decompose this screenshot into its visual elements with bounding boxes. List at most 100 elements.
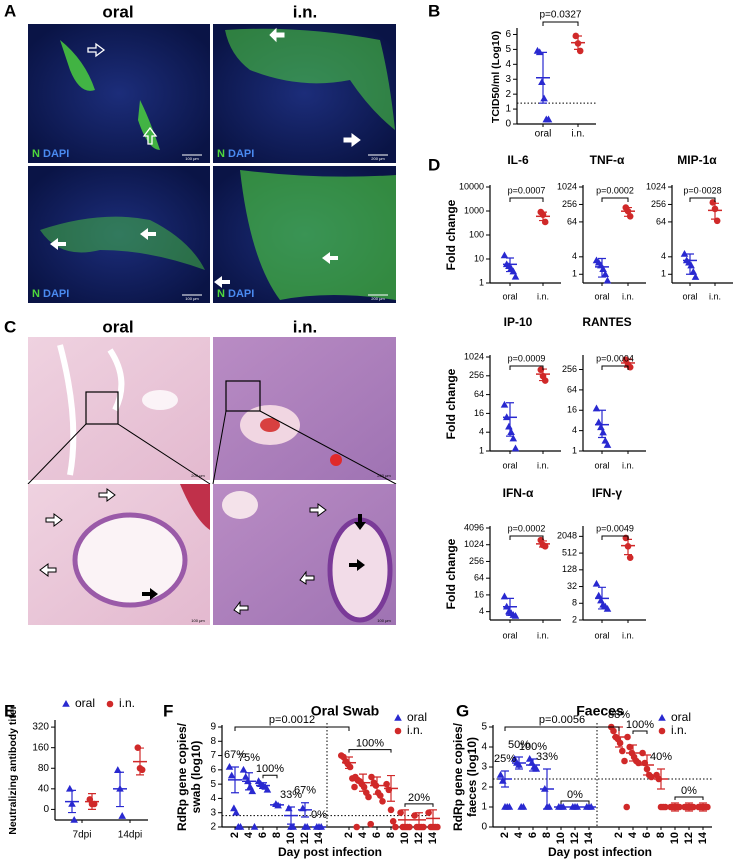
point <box>505 803 514 810</box>
y-axis-label: TCID50/ml (Log10) <box>490 31 502 123</box>
histology-image <box>28 337 210 480</box>
y-tick-label: 7 <box>210 750 216 761</box>
point <box>540 94 548 102</box>
legend-marker <box>658 727 666 735</box>
error-bar <box>88 793 96 811</box>
error-bar <box>245 772 253 791</box>
chart: 2 8 32 128 512 2048 oral i.n. p=0.0049 IFN-γ <box>557 486 646 640</box>
point <box>603 441 612 448</box>
y-tick-label: 1024 <box>464 351 484 361</box>
scale-label: 100 μm <box>185 296 199 301</box>
y-tick-label: 3 <box>481 762 487 773</box>
chart-title: TNF-α <box>590 153 625 167</box>
x-tick-label: oral <box>594 291 609 301</box>
annotation: 67% <box>294 785 316 797</box>
y-axis-label: Fold change <box>444 199 458 270</box>
x-tick-label: 6 <box>371 832 383 838</box>
point <box>507 428 515 435</box>
y-tick-label: 4 <box>479 606 484 616</box>
stain-label-dapi: DAPI <box>228 288 254 300</box>
x-tick-label: 4 <box>243 831 255 838</box>
error-bar <box>373 776 381 795</box>
y-tick-label: 4096 <box>464 522 484 532</box>
y-tick-label: 1 <box>481 802 487 813</box>
annotation-bracket <box>262 774 278 779</box>
point <box>365 793 372 801</box>
x-tick-label: 2 <box>229 832 241 838</box>
comparison-label: p=0.0002 <box>596 185 634 195</box>
histology-image <box>28 484 210 625</box>
point <box>603 604 612 612</box>
annotation: 0% <box>681 785 697 797</box>
y-tick-label: 5 <box>210 779 216 790</box>
comparison-label: p=0.0012 <box>269 714 315 726</box>
comparison-label: p=0.0056 <box>539 714 585 726</box>
x-tick-label: 2 <box>499 832 511 838</box>
point <box>346 763 354 771</box>
point <box>623 803 630 811</box>
point <box>500 592 509 600</box>
y-axis-label: Fold change <box>444 538 458 609</box>
y-tick-label: 6 <box>210 764 216 775</box>
comparison-bracket <box>601 535 629 540</box>
y-tick-label: 100 <box>469 229 484 239</box>
error-bar <box>657 768 665 790</box>
error-bar <box>273 803 281 807</box>
point <box>392 823 399 831</box>
point <box>594 591 603 599</box>
annotation: 75% <box>238 752 260 764</box>
comparison-label: p=0.0049 <box>596 523 634 533</box>
x-tick-label: i.n. <box>709 291 721 301</box>
error-bar <box>643 754 651 776</box>
point <box>687 261 695 269</box>
chart: 1 4 64 256 1024 oral i.n. p=0.0002 TNF-α <box>557 153 646 301</box>
y-tick-label: 5 <box>481 722 487 733</box>
x-tick-label: i.n. <box>622 630 634 640</box>
error-bar <box>598 409 606 439</box>
error-bar <box>686 253 694 275</box>
point <box>232 808 240 816</box>
point <box>544 115 553 123</box>
error-bar <box>529 758 537 772</box>
stain-label-dapi: DAPI <box>43 148 69 160</box>
comparison-label: p=0.0002 <box>508 523 546 533</box>
fluorescence-image <box>28 24 210 163</box>
error-bar <box>539 211 547 222</box>
error-bar <box>301 802 309 818</box>
legend-marker <box>106 700 114 708</box>
point <box>509 434 518 442</box>
error-bar <box>515 756 523 770</box>
y-tick-label: 10000 <box>459 181 484 191</box>
error-bar <box>506 597 514 616</box>
chart-title: IFN-α <box>503 486 534 500</box>
x-tick-label: 12 <box>413 832 425 844</box>
y-tick-label: 128 <box>562 564 577 574</box>
stain-label-n: N <box>32 288 40 300</box>
y-tick-label: 2 <box>481 782 487 793</box>
y-tick-label: 1 <box>505 104 511 115</box>
y-tick-label: 16 <box>474 408 484 418</box>
annotation: 33% <box>536 751 558 763</box>
x-tick-label: 8 <box>655 832 667 838</box>
histology-image <box>213 337 396 480</box>
y-tick-label: 9 <box>210 722 216 733</box>
image-title: oral <box>102 2 133 21</box>
y-axis-label: Fold change <box>444 368 458 439</box>
point <box>389 817 397 825</box>
point <box>594 418 603 426</box>
y-tick-label: 10 <box>474 253 484 263</box>
y-tick-label: 1024 <box>464 539 484 549</box>
y-tick-label: 4 <box>661 251 666 261</box>
comparison-bracket <box>509 197 544 202</box>
fluorescence-image <box>28 166 210 303</box>
x-tick-label: 2 <box>613 832 625 838</box>
panel-label: A <box>4 1 16 20</box>
y-tick-label: 256 <box>562 199 577 209</box>
image-title: i.n. <box>293 2 318 21</box>
annotation-bracket <box>674 796 704 800</box>
y-tick-label: 1 <box>661 269 666 279</box>
y-tick-label: 2 <box>572 614 577 624</box>
chart: 0 1 2 3 4 5 6 oral i.n. p=0.0327 TCID50/ml (Log10) <box>490 10 596 140</box>
